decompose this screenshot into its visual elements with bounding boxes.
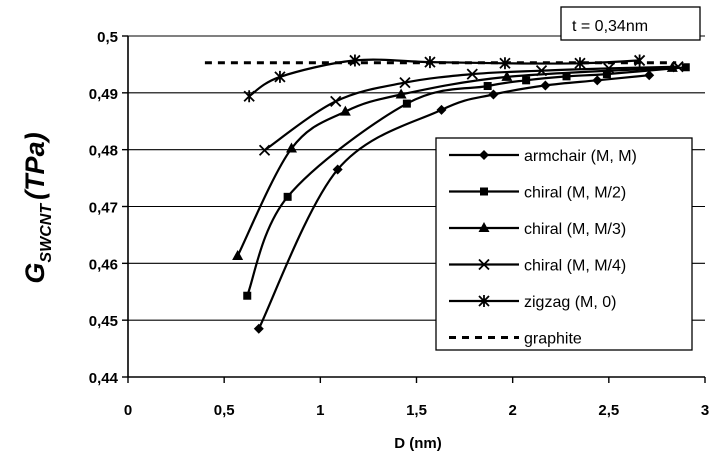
x-tick-label: 2,5 [598, 402, 619, 419]
data-point-chiral-m-m-2 [283, 192, 292, 201]
y-tick-label: 0,45 [89, 313, 118, 330]
data-point-chiral-m-m-2 [681, 63, 690, 72]
x-tick-label: 3 [701, 402, 709, 419]
data-point-chiral-m-m-4 [466, 68, 478, 80]
x-axis-title: D (nm) [394, 435, 442, 452]
y-axis-title: GSWCNT (TPa) [20, 132, 55, 283]
data-point-chiral-m-m-2 [243, 291, 252, 300]
data-point-chiral-m-m-2 [522, 76, 531, 85]
y-axis-title-unit: (TPa) [20, 132, 50, 200]
data-point-armchair-m-m [332, 164, 343, 175]
legend: armchair (M, M) chiral (M, M/2) chiral (M,… [435, 137, 693, 351]
legend-label-chiral-m-m-3: chiral (M, M/3) [524, 221, 626, 238]
x-tick-label: 1,5 [406, 402, 427, 419]
data-point-zigzag-m-0 [274, 70, 286, 83]
y-tick-label: 0,46 [89, 256, 118, 273]
data-point-chiral-m-m-4 [535, 65, 548, 77]
data-point-armchair-m-m [488, 89, 499, 100]
data-point-armchair-m-m [644, 70, 655, 81]
data-point-chiral-m-m-3 [501, 70, 513, 81]
data-point-armchair-m-m [540, 80, 551, 91]
data-point-chiral-m-m-3 [339, 105, 351, 116]
y-tick-label: 0,48 [89, 143, 118, 160]
data-point-chiral-m-m-4 [258, 144, 271, 156]
data-point-chiral-m-m-3 [285, 142, 297, 153]
y-axis-title-base: G [20, 263, 50, 284]
series-group [204, 54, 690, 334]
data-point-chiral-m-m-4 [330, 95, 342, 107]
axes: 0,44 0,45 0,46 0,47 0,48 0,49 0,5 0 0,5 1 1,5 2 2,5 3 [89, 29, 709, 419]
annotation-box: t = 0,34nm [560, 6, 701, 41]
legend-label-zigzag-m-0: zigzag (M, 0) [524, 294, 616, 311]
legend-label-graphite: graphite [524, 331, 582, 348]
x-tick-label: 2 [508, 402, 516, 419]
data-point-chiral-m-m-2 [402, 99, 411, 108]
legend-marker-zigzag-m-0 [478, 295, 490, 307]
data-point-chiral-m-m-2 [483, 82, 492, 91]
legend-marker-chiral-m-m-3 [478, 222, 490, 232]
data-point-chiral-m-m-3 [232, 249, 244, 260]
data-point-chiral-m-m-3 [395, 88, 407, 99]
legend-label-armchair-m-m: armchair (M, M) [524, 148, 637, 165]
series-chiral-m-m-4 [258, 61, 684, 156]
y-tick-label: 0,47 [89, 200, 118, 217]
data-point-armchair-m-m [436, 104, 447, 115]
y-tick-label: 0,5 [97, 29, 118, 46]
legend-label-chiral-m-m-2: chiral (M, M/2) [524, 185, 626, 202]
series-chiral-m-m-3 [232, 61, 678, 260]
data-point-zigzag-m-0 [574, 57, 586, 70]
x-tick-label: 0 [124, 402, 132, 419]
legend-frame [435, 137, 693, 351]
legend-marker-chiral-m-m-2 [480, 187, 488, 196]
data-point-chiral-m-m-4 [603, 62, 615, 75]
data-point-chiral-m-m-4 [399, 76, 411, 89]
series-armchair-m-m [253, 70, 655, 334]
annotation-frame [560, 6, 701, 41]
data-point-zigzag-m-0 [243, 90, 255, 103]
x-tick-label: 0,5 [214, 402, 235, 419]
y-axis-title-subscript: SWCNT [38, 203, 55, 263]
legend-marker-chiral-m-m-4 [478, 258, 490, 271]
data-point-chiral-m-m-2 [562, 72, 571, 81]
annotation-text: t = 0,34nm [572, 18, 648, 35]
legend-label-chiral-m-m-4: chiral (M, M/4) [524, 258, 626, 275]
series-line-chiral-m-m-3 [236, 66, 673, 257]
x-tick-label: 1 [316, 402, 324, 419]
series-chiral-m-m-2 [243, 63, 690, 300]
data-point-armchair-m-m [253, 323, 264, 334]
y-tick-label: 0,49 [89, 86, 118, 103]
data-point-chiral-m-m-2 [602, 70, 611, 79]
legend-marker-armchair-m-m [479, 150, 489, 160]
y-tick-label: 0,44 [89, 370, 119, 387]
data-point-armchair-m-m [592, 75, 603, 86]
